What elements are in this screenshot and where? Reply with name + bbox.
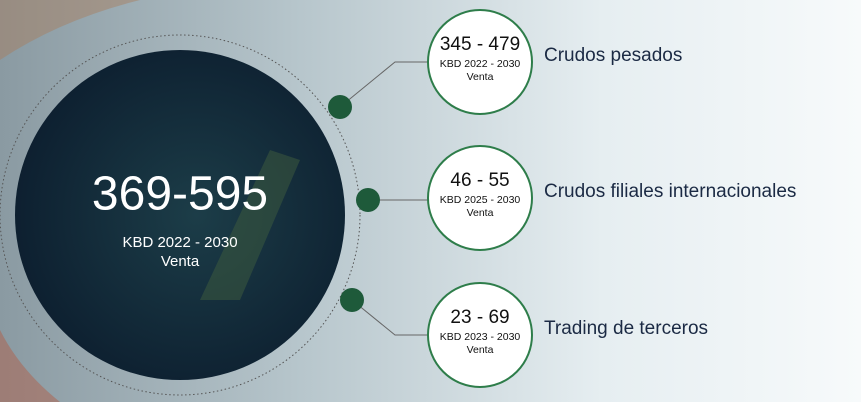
item-name: Crudos filiales internacionales bbox=[544, 181, 796, 202]
tanker bbox=[200, 150, 300, 300]
item-label: Venta bbox=[467, 344, 494, 356]
dot bbox=[340, 288, 364, 312]
orbit bbox=[0, 34, 361, 396]
item-value: 46 - 55 bbox=[450, 170, 509, 191]
item-name: Crudos pesados bbox=[544, 45, 682, 66]
dot bbox=[328, 95, 352, 119]
item-label: Venta bbox=[467, 207, 494, 219]
item-unit: KBD 2023 - 2030 bbox=[440, 331, 521, 343]
connector bbox=[351, 299, 428, 336]
main-circle bbox=[15, 50, 345, 380]
main-label: Venta bbox=[161, 253, 200, 270]
item-circle bbox=[427, 145, 533, 251]
item-circle bbox=[427, 282, 533, 388]
item-circle bbox=[427, 9, 533, 115]
item-value: 23 - 69 bbox=[450, 307, 509, 328]
ship-deck bbox=[0, 0, 140, 60]
item-unit: KBD 2025 - 2030 bbox=[440, 194, 521, 206]
item-label: Venta bbox=[467, 71, 494, 83]
main-unit: KBD 2022 - 2030 bbox=[122, 234, 237, 251]
item-name: Trading de terceros bbox=[544, 318, 708, 339]
connector bbox=[339, 61, 428, 108]
item-unit: KBD 2022 - 2030 bbox=[440, 58, 521, 70]
item-value: 345 - 479 bbox=[440, 34, 520, 55]
main-value: 369-595 bbox=[92, 168, 268, 221]
ship-hull bbox=[0, 330, 60, 402]
dot bbox=[356, 188, 380, 212]
dots bbox=[328, 95, 380, 312]
